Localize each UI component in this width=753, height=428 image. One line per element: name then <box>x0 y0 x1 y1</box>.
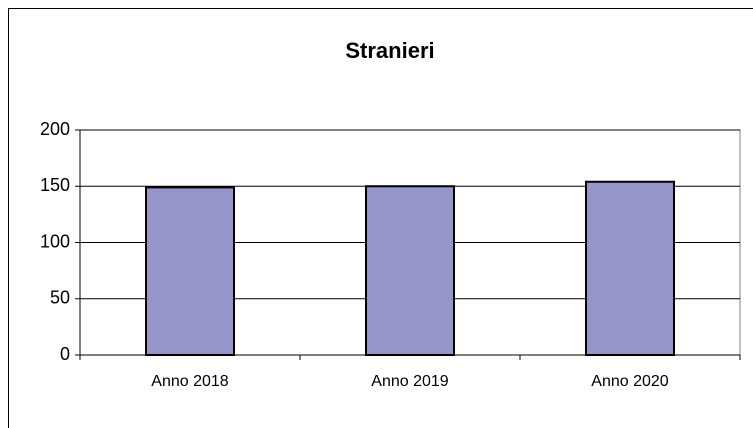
x-tick-label: Anno 2020 <box>591 373 669 390</box>
bar <box>365 185 455 356</box>
x-tick-label: Anno 2019 <box>371 373 449 390</box>
y-tick-label: 150 <box>40 175 70 195</box>
y-tick-label: 100 <box>40 231 70 251</box>
bar <box>145 186 235 356</box>
bar <box>585 180 675 356</box>
x-tick-label: Anno 2018 <box>151 373 229 390</box>
y-tick-label: 200 <box>40 119 70 139</box>
chart-title: Stranieri <box>345 38 434 63</box>
y-tick-label: 0 <box>60 344 70 364</box>
y-tick-label: 50 <box>50 288 70 308</box>
